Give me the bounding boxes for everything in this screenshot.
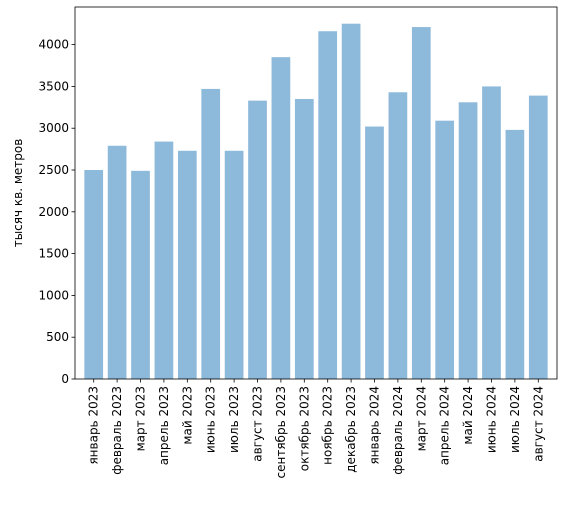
y-tick-label: 0: [61, 372, 69, 386]
x-tick-label: апрель 2023: [157, 386, 171, 465]
x-tick-label: май 2023: [180, 386, 194, 445]
x-tick-label: июнь 2024: [484, 386, 498, 453]
y-tick-label: 1000: [38, 288, 69, 302]
bar-16: [435, 120, 455, 380]
x-tick-label: февраль 2024: [391, 386, 405, 475]
x-tick-label: октябрь 2023: [297, 386, 311, 471]
x-tick-label: июнь 2023: [204, 386, 218, 453]
y-tick-label: 4000: [38, 38, 69, 52]
x-tick-label: декабрь 2023: [344, 386, 358, 473]
bar-14: [388, 92, 408, 379]
x-tick-label: август 2023: [251, 386, 265, 462]
bar-18: [482, 86, 501, 379]
y-tick-label: 2000: [38, 205, 69, 219]
y-tick-label: 3500: [38, 79, 69, 93]
x-tick-label: март 2024: [414, 386, 428, 451]
x-tick-label: апрель 2024: [438, 386, 452, 465]
y-tick-label: 3000: [38, 121, 69, 135]
bar-3: [131, 170, 150, 379]
x-tick-label: январь 2024: [367, 386, 381, 465]
x-tick-label: июль 2024: [508, 386, 522, 453]
bar-9: [271, 57, 291, 380]
bar-20: [528, 95, 548, 379]
x-tick-label: август 2024: [531, 386, 545, 462]
x-tick-label: март 2023: [134, 386, 148, 451]
x-tick-label: февраль 2023: [110, 386, 124, 475]
x-axis: январь 2023 февраль 2023 март 2023 апрель 2…: [87, 379, 545, 478]
y-axis-label: тысяч кв. метров: [11, 139, 25, 248]
bar-2: [107, 145, 127, 379]
bar-17: [458, 102, 478, 379]
plot-frame: [74, 6, 558, 380]
bar-11: [318, 31, 338, 379]
bar-7: [224, 150, 244, 379]
bar-5: [177, 150, 197, 379]
bar-13: [365, 126, 384, 380]
x-tick-label: июль 2023: [227, 386, 241, 453]
bar-15: [411, 27, 431, 379]
bar-4: [154, 141, 174, 379]
y-tick-label: 500: [46, 330, 69, 344]
x-tick-label: ноябрь 2023: [321, 386, 335, 465]
bar-12: [341, 23, 361, 379]
y-tick-label: 2500: [38, 163, 69, 177]
x-tick-label: сентябрь 2023: [274, 386, 288, 478]
bar-10: [294, 98, 314, 380]
bar-19: [505, 129, 525, 379]
bar-8: [248, 100, 267, 380]
y-tick-label: 1500: [38, 247, 69, 261]
x-tick-label: январь 2023: [87, 386, 101, 465]
bars-group: [84, 23, 548, 380]
y-axis: 0 500 1000 1500 2000 2500 3000 3500 4000: [38, 38, 75, 386]
bar-1: [84, 170, 104, 379]
x-tick-label: май 2024: [461, 386, 475, 445]
bar-6: [201, 88, 221, 380]
